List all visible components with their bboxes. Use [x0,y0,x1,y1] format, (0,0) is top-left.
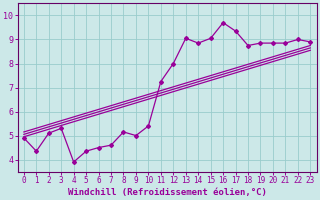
X-axis label: Windchill (Refroidissement éolien,°C): Windchill (Refroidissement éolien,°C) [68,188,267,197]
